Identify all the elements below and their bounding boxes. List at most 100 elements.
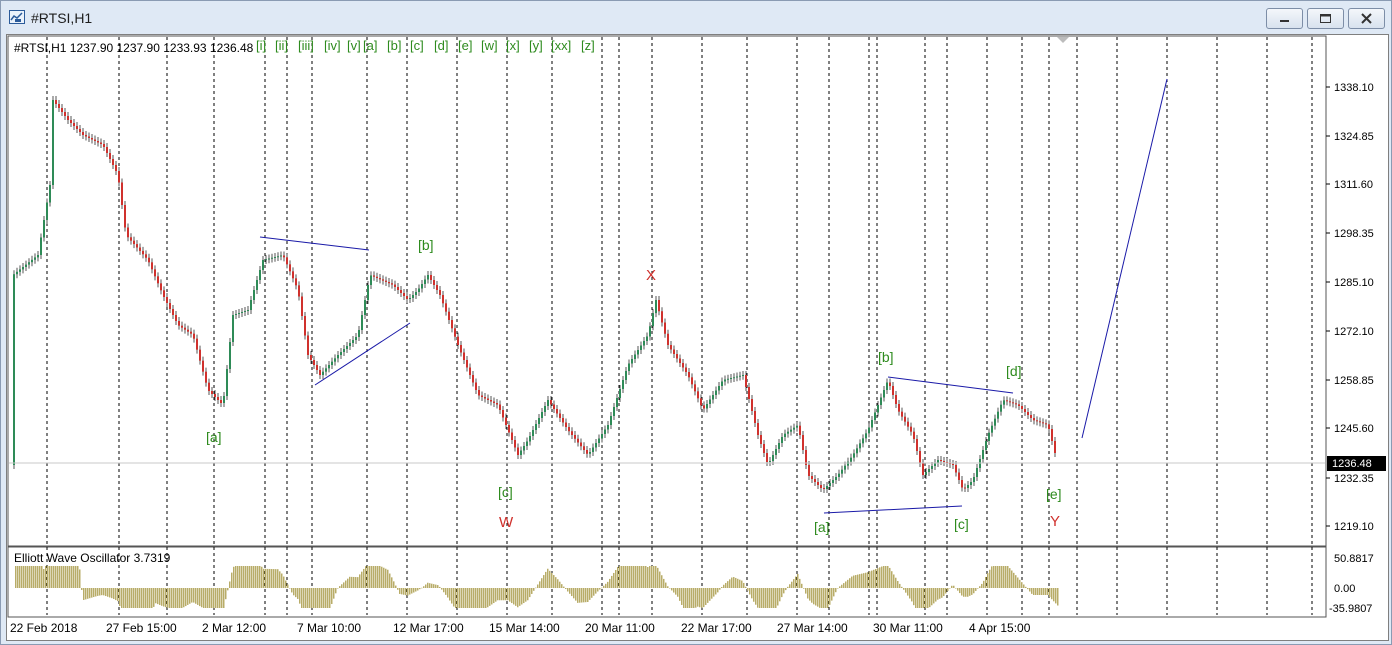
candle-body: [730, 378, 732, 379]
time-label: 22 Mar 17:00: [681, 621, 752, 635]
close-button[interactable]: [1348, 8, 1385, 29]
candle-body: [91, 138, 93, 140]
oscillator-bar: [873, 569, 875, 588]
candle-body: [133, 240, 135, 245]
chart-area[interactable]: #RTSI,H1 1237.90 1237.90 1233.93 1236.48…: [6, 34, 1389, 641]
shift-marker-icon[interactable]: [1057, 37, 1069, 43]
candle-body: [340, 352, 342, 355]
oscillator-bar: [749, 588, 751, 595]
oscillator-bar: [949, 588, 951, 589]
oscillator-bar: [645, 566, 647, 588]
wave-button[interactable]: [ii]: [275, 38, 288, 53]
wave-button[interactable]: [e]: [458, 38, 472, 53]
oscillator-bar: [195, 588, 197, 604]
oscillator-bar: [687, 588, 689, 608]
oscillator-bar: [381, 566, 383, 588]
oscillator-bar: [945, 588, 947, 594]
wave-button[interactable]: [iii]: [298, 38, 314, 53]
wave-button[interactable]: [i]: [256, 38, 266, 53]
wave-button[interactable]: [v]: [347, 38, 361, 53]
price-chart[interactable]: #RTSI,H1 1237.90 1237.90 1233.93 1236.48…: [7, 35, 1388, 640]
candle-body: [691, 377, 693, 385]
candle-body: [325, 368, 327, 372]
candle-body: [154, 269, 156, 277]
wave-button[interactable]: [z]: [581, 38, 595, 53]
oscillator-bar: [547, 568, 549, 588]
candle-body: [232, 315, 234, 342]
title-bar[interactable]: #RTSI,H1: [1, 1, 1391, 34]
oscillator-bar: [129, 588, 131, 608]
candle-body: [16, 271, 18, 275]
wave-button[interactable]: [w]: [481, 38, 498, 53]
oscillator-bar: [657, 567, 659, 588]
main-panel-border: [7, 35, 1327, 547]
oscillator-bar: [487, 588, 489, 608]
candle-body: [733, 377, 735, 379]
candle-body: [865, 433, 867, 439]
restore-button[interactable]: [1307, 8, 1344, 29]
oscillator-bar: [375, 566, 377, 588]
oscillator-bar: [1019, 579, 1021, 588]
oscillator-bar: [541, 578, 543, 588]
oscillator-bar: [1033, 588, 1035, 595]
candle-body: [346, 346, 348, 349]
oscillator-bar: [1047, 588, 1049, 595]
oscillator-bar: [143, 588, 145, 608]
oscillator-bar: [245, 566, 247, 588]
candle-body: [118, 171, 120, 183]
candle-body: [394, 284, 396, 287]
oscillator-bar: [501, 588, 503, 601]
candle-body: [799, 425, 801, 435]
candle-body: [592, 447, 594, 452]
candle-body: [109, 153, 111, 159]
minimize-button[interactable]: [1266, 8, 1303, 29]
candle-body: [778, 443, 780, 449]
oscillator-bar: [365, 566, 367, 588]
wave-button[interactable]: [b]: [387, 38, 401, 53]
oscillator-bar: [595, 588, 597, 594]
oscillator-bar: [269, 568, 271, 588]
oscillator-bar: [165, 588, 167, 608]
oscillator-bar: [435, 584, 437, 588]
oscillator-bar: [717, 588, 719, 593]
oscillator-bar: [277, 569, 279, 588]
time-label: 2 Mar 12:00: [202, 621, 266, 635]
oscillator-bar: [869, 571, 871, 588]
oscillator-bar: [369, 566, 371, 588]
oscillator-bar: [937, 588, 939, 600]
candle-body: [931, 466, 933, 469]
oscillator-bar: [957, 588, 959, 591]
candle-body: [283, 255, 285, 258]
oscillator-bar: [689, 588, 691, 608]
oscillator-bar: [767, 588, 769, 608]
oscillator-bar: [463, 588, 465, 608]
oscillator-bar: [53, 566, 55, 588]
wave-button[interactable]: [c]: [410, 38, 424, 53]
oscillator-bar: [171, 588, 173, 608]
wave-button[interactable]: [iv]: [324, 38, 341, 53]
symbol-info: #RTSI,H1 1237.90 1237.90 1233.93 1236.48: [14, 41, 254, 55]
wave-button[interactable]: [x]: [506, 38, 520, 53]
oscillator-bar: [843, 583, 845, 588]
oscillator-bar: [389, 573, 391, 588]
wave-button[interactable]: [xx]: [551, 38, 571, 53]
oscillator-bar: [601, 587, 603, 589]
candle-body: [475, 382, 477, 390]
candle-body: [532, 430, 534, 436]
candle-body: [655, 300, 657, 314]
candle-body: [619, 389, 621, 398]
oscillator-bar: [99, 588, 101, 596]
wave-button[interactable]: [y]: [529, 38, 543, 53]
oscillator-bar: [967, 588, 969, 597]
oscillator-bar: [1015, 575, 1017, 588]
oscillator-bar: [253, 566, 255, 588]
candle-body: [1009, 401, 1011, 403]
candle-body: [682, 363, 684, 368]
time-axis[interactable]: 22 Feb 2018 27 Feb 15:00 2 Mar 12:00 7 M…: [10, 621, 1031, 635]
wave-button[interactable]: [a]: [363, 38, 377, 53]
candle-body: [1018, 404, 1020, 406]
oscillator-bar: [911, 588, 913, 602]
wave-button[interactable]: [d]: [434, 38, 448, 53]
price-axis[interactable]: 1338.10 1324.85 1311.60 1298.35 1285.10 …: [1326, 82, 1386, 533]
candle-body: [679, 358, 681, 363]
